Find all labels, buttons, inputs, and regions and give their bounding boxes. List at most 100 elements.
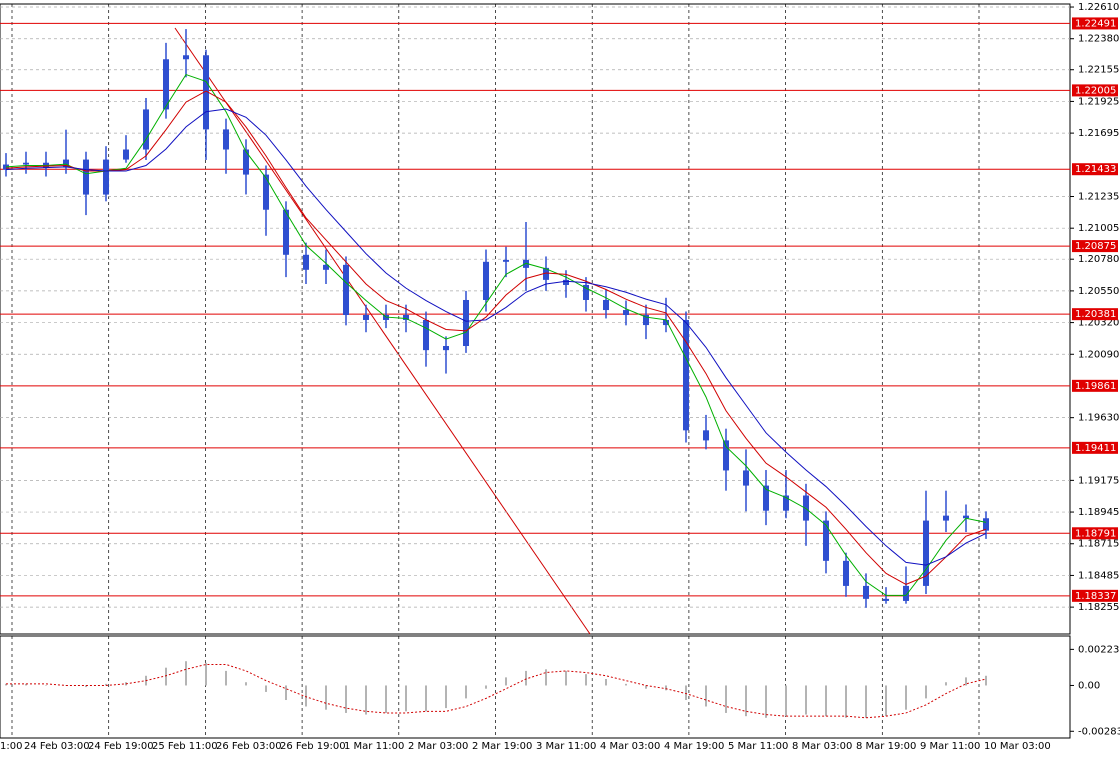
level-label-box <box>1072 308 1118 321</box>
candle-body <box>263 174 269 210</box>
candle-body <box>563 279 569 285</box>
candle-body <box>863 585 869 599</box>
osc-bar <box>865 685 867 718</box>
osc-bar <box>905 685 907 710</box>
osc-bar <box>705 685 707 707</box>
osc-bar <box>625 683 627 686</box>
osc-bar <box>505 677 507 686</box>
candle-body <box>423 319 429 351</box>
osc-bar <box>5 683 7 686</box>
candle-body <box>543 267 549 280</box>
osc-bar <box>605 678 607 686</box>
x-tick-label: 1:00 <box>0 741 22 752</box>
level-label: 1.20381 <box>1075 309 1116 320</box>
y-tick-label: 1.19630 <box>1078 413 1119 424</box>
candle-body <box>363 315 369 320</box>
osc-bar <box>585 674 587 686</box>
level-label: 1.19411 <box>1075 443 1116 454</box>
osc-y-tick-label: 0.00 <box>1078 680 1100 691</box>
osc-bar <box>185 661 187 686</box>
x-tick-label: 8 Mar 03:00 <box>792 741 852 752</box>
candle-body <box>403 315 409 320</box>
osc-y-tick-label: -0.002834 <box>1078 726 1120 737</box>
osc-bar <box>425 685 427 712</box>
osc-bar <box>325 685 327 710</box>
candle-body <box>103 159 109 195</box>
y-tick-label: 1.18945 <box>1078 507 1119 518</box>
candle-body <box>683 319 689 431</box>
level-label: 1.21433 <box>1075 164 1116 175</box>
osc-bar <box>845 685 847 718</box>
candle-body <box>123 149 129 160</box>
osc-bar <box>685 685 687 701</box>
candle-body <box>883 598 889 601</box>
candle-body <box>723 440 729 471</box>
osc-bar <box>225 670 227 686</box>
level-label-box <box>1072 17 1118 30</box>
osc-bar <box>545 669 547 686</box>
candle-body <box>463 299 469 347</box>
candle-body <box>663 319 669 326</box>
x-tick-label: 10 Mar 03:00 <box>984 741 1051 752</box>
x-tick-label: 24 Feb 19:00 <box>88 741 154 752</box>
osc-bar <box>765 685 767 718</box>
x-tick-label: 1 Mar 11:00 <box>344 741 404 752</box>
osc-bar <box>645 685 647 689</box>
candle-body <box>483 261 489 300</box>
x-tick-label: 4 Mar 03:00 <box>600 741 660 752</box>
candle-body <box>343 264 349 316</box>
osc-bar <box>925 685 927 699</box>
osc-bar <box>265 685 267 692</box>
y-tick-label: 1.22610 <box>1078 2 1119 13</box>
osc-bar <box>525 670 527 686</box>
osc-bar <box>885 685 887 717</box>
candle-body <box>203 55 209 130</box>
x-tick-label: 4 Mar 19:00 <box>664 741 724 752</box>
level-label: 1.18791 <box>1075 528 1116 539</box>
moving-average <box>5 73 987 596</box>
candle-body <box>743 470 749 486</box>
osc-bar <box>945 682 947 686</box>
candle-body <box>603 299 609 311</box>
candle-body <box>163 59 169 110</box>
y-tick-label: 1.21925 <box>1078 96 1119 107</box>
osc-bar <box>25 683 27 686</box>
x-tick-label: 26 Feb 03:00 <box>216 741 282 752</box>
candle-body <box>243 149 249 175</box>
x-tick-label: 3 Mar 11:00 <box>536 741 596 752</box>
candle-body <box>623 310 629 316</box>
candle-body <box>143 109 149 150</box>
osc-bar <box>85 685 87 688</box>
y-tick-label: 1.21695 <box>1078 128 1119 139</box>
candle-body <box>943 515 949 521</box>
main-panel <box>0 3 1071 635</box>
osc-bar <box>45 685 47 686</box>
candle-body <box>903 585 909 601</box>
candle-body <box>583 284 589 300</box>
level-label-box <box>1072 441 1118 454</box>
candle-body <box>223 129 229 150</box>
candle-body <box>503 259 509 262</box>
moving-average <box>5 90 987 585</box>
osc-bar <box>405 685 407 712</box>
level-label-box <box>1072 240 1118 253</box>
level-label-box <box>1072 589 1118 602</box>
osc-y-tick-label: 0.002233 <box>1078 644 1120 655</box>
y-tick-label: 1.21235 <box>1078 192 1119 203</box>
candle-body <box>303 254 309 270</box>
level-label-box <box>1072 163 1118 176</box>
y-tick-label: 1.21005 <box>1078 223 1119 234</box>
osc-bar <box>785 685 787 717</box>
osc-bar <box>665 685 667 691</box>
candle-body <box>443 346 449 351</box>
osc-bar <box>985 675 987 686</box>
level-label: 1.22491 <box>1075 18 1116 29</box>
level-label: 1.22005 <box>1075 85 1116 96</box>
osc-bar <box>465 685 467 699</box>
x-tick-label: 2 Mar 19:00 <box>472 741 532 752</box>
candle-body <box>63 159 69 168</box>
osc-bar <box>825 685 827 717</box>
y-tick-label: 1.20090 <box>1078 349 1119 360</box>
level-label: 1.20875 <box>1075 241 1116 252</box>
x-tick-label: 24 Feb 03:00 <box>24 741 90 752</box>
